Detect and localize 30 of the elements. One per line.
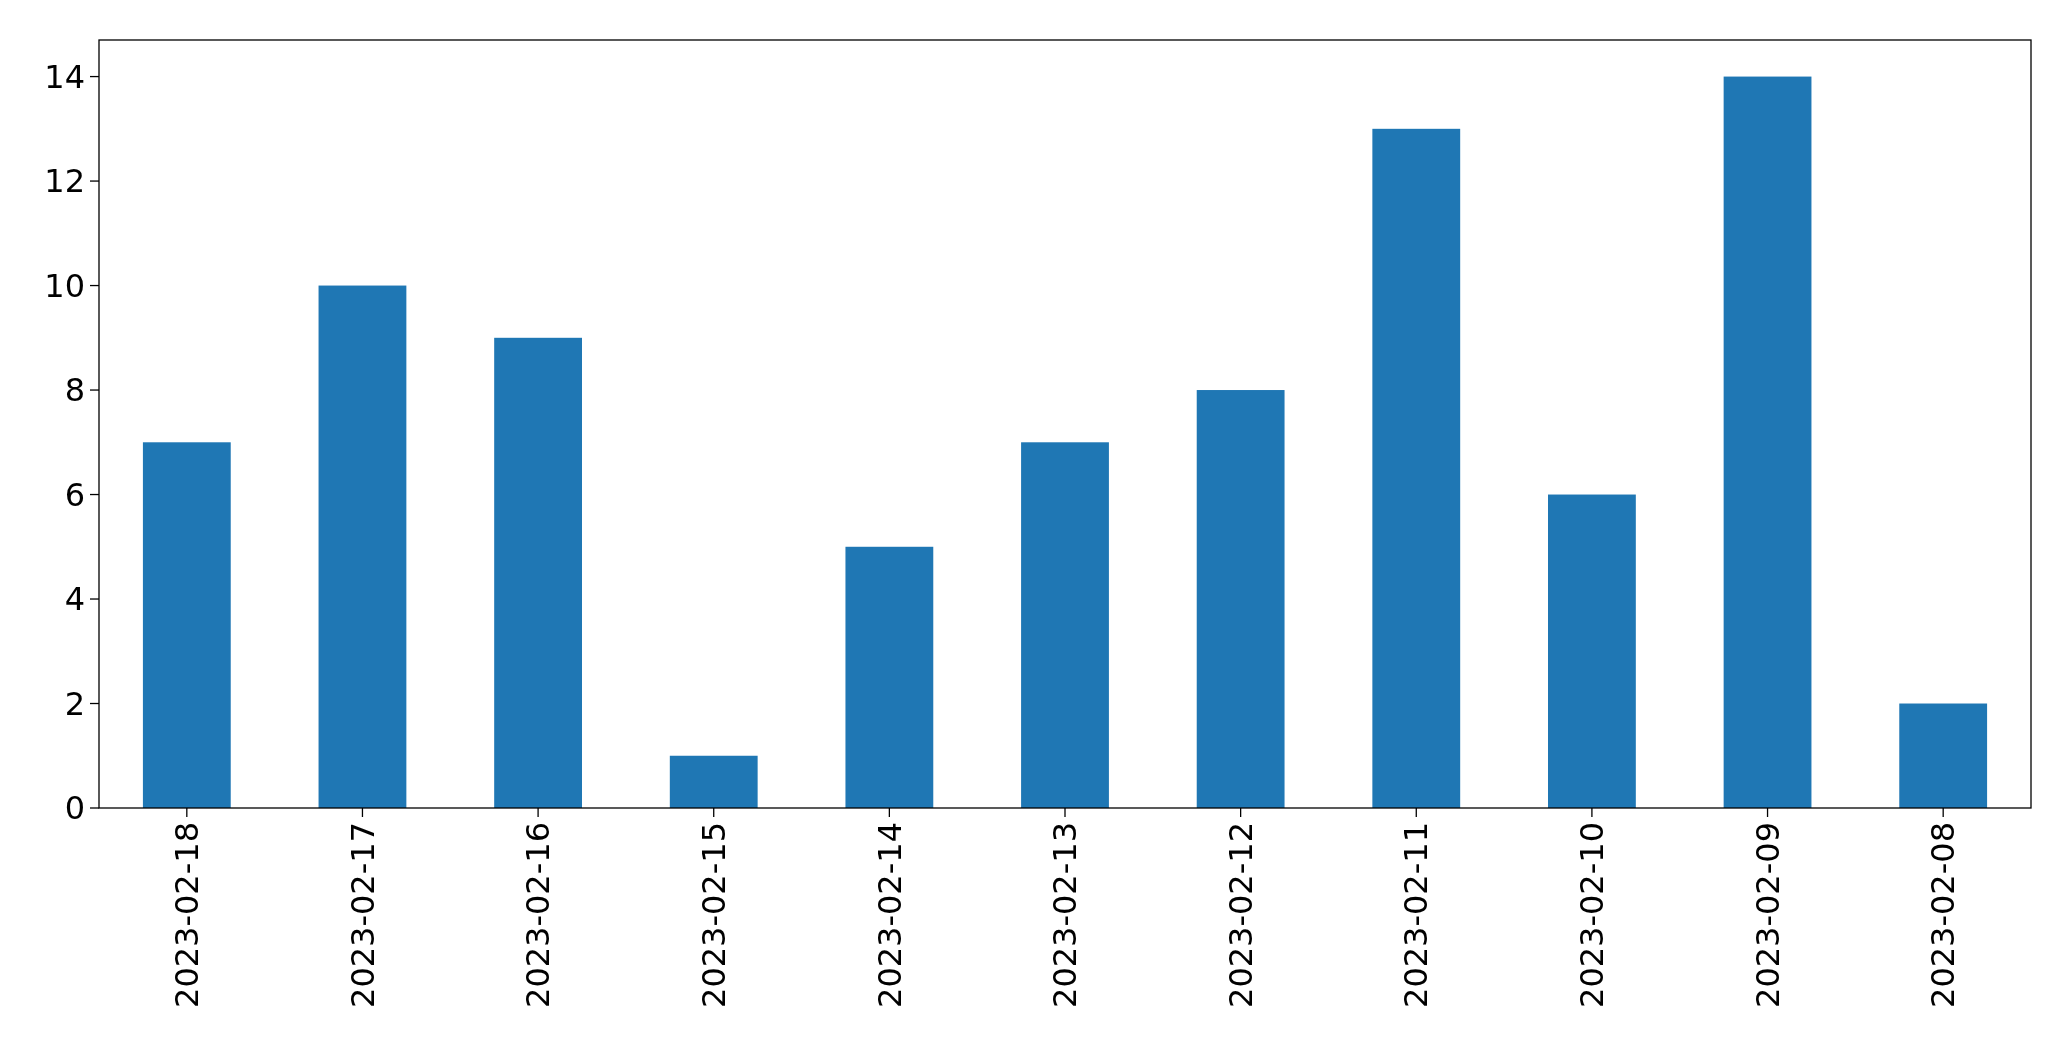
bar [1723,76,1812,808]
bar [1372,128,1461,808]
bar [845,546,934,808]
bar [1196,390,1285,808]
x-tick-label: 2023-02-14 [870,822,909,1008]
y-tick-label: 6 [64,475,85,514]
y-tick-label: 12 [44,162,85,201]
bar [1021,442,1109,808]
x-tick-label: 2023-02-11 [1397,822,1436,1008]
x-tick-label: 2023-02-18 [168,822,207,1008]
bar [318,285,407,808]
y-tick-label: 4 [64,580,85,619]
x-tick-label: 2023-02-16 [519,822,558,1008]
bar [1548,494,1636,808]
bar [494,337,582,808]
y-tick-label: 0 [64,789,85,828]
x-tick-label: 2023-02-13 [1046,822,1085,1008]
x-tick-label: 2023-02-12 [1221,822,1260,1008]
y-tick-label: 2 [64,684,85,723]
bar [142,442,231,808]
x-tick-label: 2023-02-08 [1924,822,1963,1008]
y-tick-label: 14 [44,57,85,96]
x-tick-label: 2023-02-17 [343,822,382,1008]
y-tick-label: 10 [44,266,85,305]
x-tick-label: 2023-02-09 [1748,822,1787,1008]
y-tick-label: 8 [64,371,85,410]
bar [669,755,758,808]
x-tick-label: 2023-02-15 [694,822,733,1008]
x-tick-label: 2023-02-10 [1573,822,1612,1008]
bar [1899,703,1988,808]
